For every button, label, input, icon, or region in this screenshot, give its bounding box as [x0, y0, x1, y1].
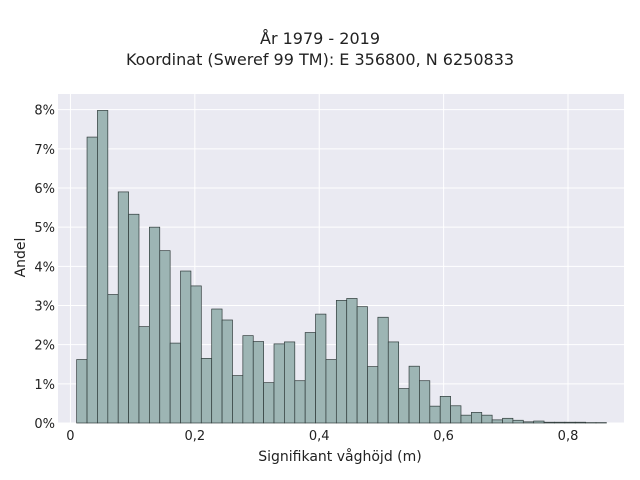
- histogram-bar: [107, 294, 119, 424]
- histogram-bar: [128, 213, 140, 424]
- histogram-bar: [367, 366, 379, 424]
- x-tick-label: 0,4: [309, 429, 330, 444]
- histogram-bar: [159, 250, 171, 424]
- histogram-bar: [533, 420, 545, 424]
- histogram-bar: [304, 332, 316, 424]
- histogram-bar: [387, 341, 400, 424]
- histogram-bar: [460, 414, 472, 424]
- histogram-bar: [211, 308, 223, 424]
- histogram-bar: [294, 380, 306, 424]
- histogram-bar: [481, 414, 493, 424]
- y-tick-label: 5%: [34, 221, 55, 236]
- histogram-bar: [512, 419, 524, 424]
- bar-layer: [76, 110, 607, 424]
- histogram-bar: [429, 405, 441, 424]
- histogram-bar: [200, 358, 213, 424]
- histogram-bar: [335, 300, 348, 424]
- histogram-bar: [377, 316, 389, 424]
- histogram-bar: [190, 285, 202, 424]
- histogram-bar: [554, 421, 566, 424]
- x-tick-label: 0: [66, 429, 74, 444]
- histogram-bar: [273, 343, 285, 424]
- y-tick-label: 4%: [34, 260, 55, 275]
- histogram-bar: [315, 313, 327, 424]
- tick-layer: 0% 1% 2% 3% 4% 5% 6% 7% 8% 0 0,2 0,4 0,6 0,8: [34, 104, 578, 444]
- histogram-bar: [242, 335, 254, 424]
- y-tick-label: 2%: [34, 339, 55, 354]
- histogram-bar: [76, 359, 88, 424]
- histogram-bar: [564, 421, 576, 424]
- x-axis-label: Signifikant våghöjd (m): [258, 448, 421, 465]
- histogram-bar: [252, 341, 264, 424]
- histogram-bar: [325, 359, 337, 424]
- histogram-bar: [419, 380, 431, 424]
- chart-title: År 1979 - 2019: [260, 29, 380, 48]
- histogram-bar: [450, 405, 462, 424]
- histogram-bar: [180, 270, 192, 424]
- y-tick-label: 3%: [34, 300, 55, 315]
- histogram-bar: [502, 417, 514, 424]
- histogram-bar: [138, 326, 150, 424]
- histogram-bar: [491, 419, 503, 424]
- histogram-bar: [169, 342, 181, 424]
- x-tick-label: 0,2: [184, 429, 205, 444]
- y-tick-label: 6%: [34, 182, 55, 197]
- histogram-bar: [263, 382, 275, 424]
- y-tick-label: 7%: [34, 143, 55, 158]
- histogram-bar: [522, 421, 535, 424]
- x-tick-label: 0,6: [433, 429, 454, 444]
- histogram-bar: [543, 421, 555, 424]
- chart-subtitle: Koordinat (Sweref 99 TM): E 356800, N 62…: [125, 50, 515, 69]
- histogram-bar: [398, 388, 410, 424]
- histogram-bar: [356, 306, 368, 424]
- histogram-bar: [284, 341, 296, 424]
- histogram-bar: [149, 226, 161, 424]
- x-tick-label: 0,8: [558, 429, 579, 444]
- histogram-bar: [86, 136, 98, 424]
- histogram-bar: [574, 421, 586, 424]
- histogram-bar: [346, 298, 358, 424]
- histogram-bar: [117, 191, 129, 424]
- y-tick-label: 0%: [34, 417, 55, 432]
- histogram-bar: [232, 375, 244, 424]
- y-axis-label: Andel: [13, 238, 29, 278]
- histogram-bar: [439, 396, 451, 424]
- histogram-bar: [408, 365, 420, 424]
- y-tick-label: 1%: [34, 378, 55, 393]
- histogram-bar: [471, 412, 483, 424]
- histogram-bar: [97, 110, 109, 424]
- y-tick-label: 8%: [34, 104, 55, 119]
- histogram-bar: [221, 319, 233, 424]
